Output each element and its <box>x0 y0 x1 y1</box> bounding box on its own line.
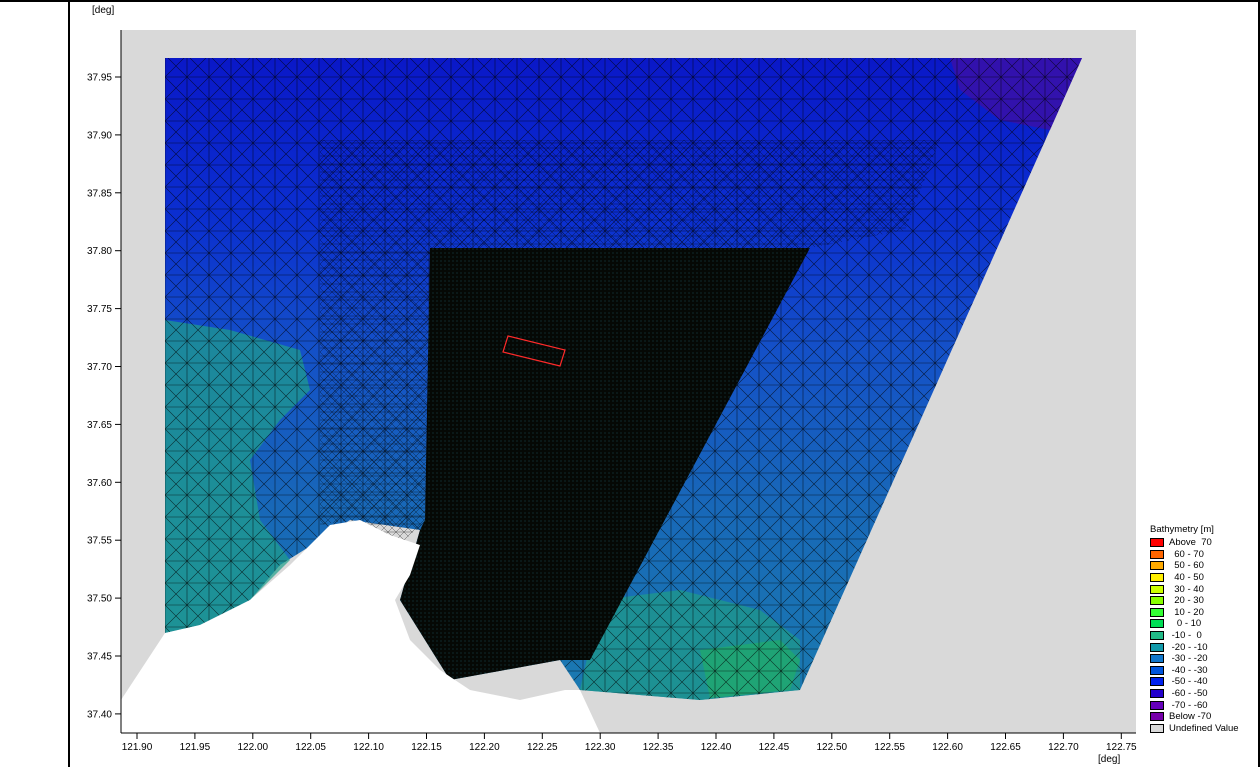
y-tick-label: 37.45 <box>87 652 112 663</box>
legend-swatch <box>1150 573 1164 583</box>
legend-item: 30 - 40 <box>1150 583 1260 595</box>
legend-item: 40 - 50 <box>1150 572 1260 584</box>
legend-label: 0 - 10 <box>1169 618 1202 630</box>
legend-swatch <box>1150 723 1164 733</box>
y-tick-label: 37.70 <box>87 362 112 373</box>
legend-label: Below -70 <box>1169 711 1212 723</box>
x-tick-label: 122.60 <box>932 742 963 753</box>
legend-item: -50 - -40 <box>1150 676 1260 688</box>
legend-item: 10 - 20 <box>1150 607 1260 619</box>
legend-label: Above 70 <box>1169 537 1212 549</box>
left-panel <box>0 0 70 767</box>
legend-item: -10 - 0 <box>1150 630 1260 642</box>
legend-swatch <box>1150 689 1164 699</box>
y-tick-label: 37.95 <box>87 73 112 84</box>
legend-label: 10 - 20 <box>1169 606 1204 618</box>
legend-label: 20 - 30 <box>1169 595 1204 607</box>
legend-swatch <box>1150 700 1164 710</box>
y-tick-label: 37.80 <box>87 246 112 257</box>
y-tick-label: 37.75 <box>87 304 112 315</box>
legend-label: -50 - -40 <box>1169 676 1208 688</box>
x-tick-label: 122.15 <box>411 742 442 753</box>
x-tick-label: 122.20 <box>469 742 500 753</box>
x-tick-label: 122.50 <box>817 742 848 753</box>
land-area <box>121 520 600 733</box>
x-tick-label: 121.95 <box>180 742 211 753</box>
legend-label: -70 - -60 <box>1169 699 1208 711</box>
legend-label: 40 - 50 <box>1169 572 1204 584</box>
x-tick-label: 122.05 <box>295 742 326 753</box>
x-tick-label: 122.40 <box>701 742 732 753</box>
axes: 37.95 37.90 37.85 37.80 37.75 37.70 37.65 37.60… <box>87 5 1137 765</box>
legend-swatch <box>1150 549 1164 559</box>
y-tick-label: 37.60 <box>87 478 112 489</box>
x-tick-label: 122.10 <box>353 742 384 753</box>
mesh-domain <box>121 58 1082 733</box>
x-tick-label: 122.70 <box>1048 742 1079 753</box>
legend-swatch <box>1150 561 1164 571</box>
legend-swatch <box>1150 654 1164 664</box>
legend-label: -20 - -10 <box>1169 641 1208 653</box>
y-unit-label: [deg] <box>92 5 114 16</box>
legend-swatch <box>1150 712 1164 722</box>
legend-item: Below -70 <box>1150 711 1260 723</box>
legend: Bathymetry [m] Above 70 60 - 70 50 - 60 … <box>1150 524 1260 734</box>
y-tick-label: 37.40 <box>87 709 112 720</box>
legend-swatch <box>1150 642 1164 652</box>
dense-mesh-zone <box>400 248 810 680</box>
legend-item: Above 70 <box>1150 537 1260 549</box>
y-tick-label: 37.65 <box>87 420 112 431</box>
y-tick-label: 37.50 <box>87 594 112 605</box>
x-tick-label: 122.75 <box>1106 742 1137 753</box>
legend-label: 30 - 40 <box>1169 583 1204 595</box>
x-tick-label: 121.90 <box>122 742 153 753</box>
legend-item: 60 - 70 <box>1150 549 1260 561</box>
legend-item: -60 - -50 <box>1150 688 1260 700</box>
legend-title: Bathymetry [m] <box>1150 524 1214 535</box>
legend-swatch <box>1150 607 1164 617</box>
x-tick-label: 122.00 <box>238 742 269 753</box>
x-tick-label: 122.55 <box>874 742 905 753</box>
legend-swatch <box>1150 677 1164 687</box>
legend-swatch <box>1150 665 1164 675</box>
legend-item: 20 - 30 <box>1150 595 1260 607</box>
legend-swatch <box>1150 584 1164 594</box>
legend-label: 60 - 70 <box>1169 548 1204 560</box>
legend-item: 50 - 60 <box>1150 560 1260 572</box>
x-tick-label: 122.65 <box>990 742 1021 753</box>
y-tick-label: 37.90 <box>87 130 112 141</box>
legend-swatch <box>1150 631 1164 641</box>
legend-item: 0 - 10 <box>1150 618 1260 630</box>
legend-swatch <box>1150 619 1164 629</box>
study-area-box <box>502 335 566 367</box>
y-tick-label: 37.85 <box>87 188 112 199</box>
legend-label: Undefined Value <box>1169 722 1239 734</box>
legend-label: -40 - -30 <box>1169 664 1208 676</box>
legend-item: Undefined Value <box>1150 723 1260 735</box>
legend-label: 50 - 60 <box>1169 560 1204 572</box>
x-unit-label: [deg] <box>1098 754 1120 765</box>
x-tick-label: 122.30 <box>585 742 616 753</box>
legend-label: -10 - 0 <box>1169 630 1202 642</box>
x-tick-label: 122.35 <box>643 742 674 753</box>
legend-label: -60 - -50 <box>1169 688 1208 700</box>
legend-item: -40 - -30 <box>1150 665 1260 677</box>
legend-swatch <box>1150 538 1164 548</box>
y-tick-label: 37.55 <box>87 536 112 547</box>
legend-item: -30 - -20 <box>1150 653 1260 665</box>
legend-label: -30 - -20 <box>1169 653 1208 665</box>
x-tick-label: 122.25 <box>527 742 558 753</box>
legend-swatch <box>1150 596 1164 606</box>
x-tick-label: 122.45 <box>759 742 790 753</box>
legend-item: -20 - -10 <box>1150 641 1260 653</box>
legend-item: -70 - -60 <box>1150 699 1260 711</box>
